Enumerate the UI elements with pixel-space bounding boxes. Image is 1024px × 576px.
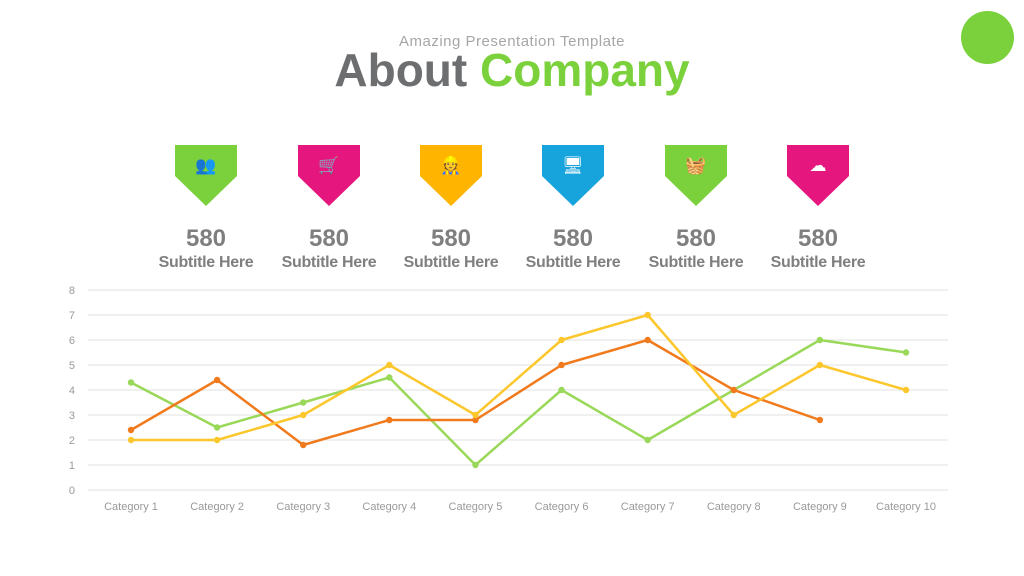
badge-polygon — [787, 145, 849, 206]
stat-subtitle: Subtitle Here — [403, 254, 499, 271]
stat-card: 🖥 580 Subtitle Here — [508, 145, 638, 274]
data-point-series-1 — [127, 379, 135, 386]
shopping-basket-icon: 🧺 — [685, 156, 707, 175]
stat-badge: 🛒 — [298, 145, 360, 206]
y-tick-label: 4 — [69, 385, 75, 397]
stat-badge: ☁ — [787, 145, 849, 206]
x-tick-label: Category 9 — [793, 501, 847, 513]
series-line-2 — [129, 338, 822, 447]
x-tick-label: Category 4 — [362, 501, 416, 513]
stat-subtitle: Subtitle Here — [770, 254, 866, 271]
badge-shape — [665, 145, 727, 206]
data-point-series-1 — [644, 436, 651, 444]
data-point-series-3 — [386, 361, 393, 369]
x-tick-label: Category 3 — [276, 501, 330, 513]
data-point-series-2 — [816, 416, 824, 424]
data-point-series-3 — [472, 411, 479, 419]
stat-subtitle: Subtitle Here — [281, 254, 377, 271]
badge-polygon — [175, 145, 237, 206]
badge-shape — [175, 145, 237, 206]
x-tick-label: Category 7 — [621, 501, 675, 513]
badge-shape — [298, 145, 360, 206]
data-point-series-2 — [730, 386, 737, 394]
stat-value: 580 — [675, 225, 717, 252]
data-point-series-1 — [472, 461, 479, 469]
title-word-about: About — [334, 44, 468, 96]
corner-dot — [961, 11, 1014, 64]
x-tick-label: Category 2 — [190, 501, 244, 513]
stat-badge: 👥 — [175, 145, 237, 206]
stat-card: 👷 580 Subtitle Here — [386, 145, 516, 274]
users-icon: 👥 — [195, 156, 217, 175]
data-point-series-2 — [558, 361, 565, 369]
kicker-text: Amazing Presentation Template — [398, 33, 625, 50]
data-point-series-3 — [644, 311, 651, 319]
stat-value: 580 — [552, 225, 594, 252]
data-point-series-3 — [127, 436, 135, 444]
x-tick-label: Category 10 — [876, 501, 936, 513]
badge-shape — [787, 145, 849, 206]
series-line-3 — [129, 313, 908, 442]
stat-value: 580 — [430, 225, 472, 252]
worker-icon: 👷 — [440, 156, 462, 175]
y-tick-label: 8 — [69, 285, 75, 297]
data-point-series-2 — [472, 416, 479, 424]
data-point-series-2 — [300, 441, 307, 449]
badge-polygon — [542, 145, 604, 206]
y-tick-label: 1 — [69, 460, 75, 472]
badge-polygon — [665, 145, 727, 206]
data-point-series-3 — [300, 411, 307, 419]
stat-card: ☁ 580 Subtitle Here — [753, 145, 883, 274]
y-tick-label: 2 — [69, 435, 75, 447]
stat-badge: 🖥 — [542, 145, 604, 206]
stat-value: 580 — [308, 225, 350, 252]
data-point-series-2 — [127, 426, 135, 434]
series-line-1 — [129, 338, 908, 467]
page-title: About Company — [0, 44, 1024, 96]
title-word-company: Company — [480, 44, 690, 96]
stat-card: 🛒 580 Subtitle Here — [264, 145, 394, 274]
stat-card: 🧺 580 Subtitle Here — [631, 145, 761, 274]
cloud-icon: ☁ — [809, 156, 827, 175]
x-tick-label: Category 6 — [535, 501, 589, 513]
x-tick-label: Category 1 — [104, 501, 158, 513]
badge-polygon — [420, 145, 482, 206]
stat-subtitle: Subtitle Here — [648, 254, 744, 271]
shopping-cart-icon: 🛒 — [318, 156, 340, 175]
stat-subtitle: Subtitle Here — [158, 254, 254, 271]
data-point-series-1 — [300, 399, 307, 406]
badge-polygon — [298, 145, 360, 206]
data-point-series-1 — [386, 374, 393, 381]
data-point-series-1 — [816, 336, 824, 344]
data-point-series-1 — [213, 424, 221, 431]
data-point-series-3 — [213, 436, 221, 444]
stat-subtitle: Subtitle Here — [525, 254, 621, 271]
stat-value: 580 — [797, 225, 839, 252]
data-point-series-3 — [816, 361, 824, 369]
data-point-series-1 — [902, 349, 910, 356]
data-point-series-2 — [386, 416, 393, 424]
x-tick-label: Category 8 — [707, 501, 761, 513]
badge-shape — [542, 145, 604, 206]
badge-shape — [420, 145, 482, 206]
y-tick-label: 3 — [69, 410, 75, 422]
y-tick-label: 6 — [69, 335, 75, 347]
stat-badge: 🧺 — [665, 145, 727, 206]
y-tick-label: 0 — [69, 485, 75, 497]
stat-badge: 👷 — [420, 145, 482, 206]
monitor-code-icon: 🖥 — [562, 156, 584, 175]
data-point-series-3 — [730, 411, 737, 419]
y-tick-label: 7 — [69, 310, 75, 322]
data-point-series-2 — [213, 376, 221, 384]
y-tick-label: 5 — [69, 360, 75, 372]
data-point-series-3 — [902, 386, 910, 394]
data-point-series-1 — [558, 386, 565, 394]
stat-value: 580 — [185, 225, 227, 252]
x-tick-label: Category 5 — [449, 501, 503, 513]
data-point-series-2 — [644, 336, 651, 344]
stat-card: 👥 580 Subtitle Here — [141, 145, 271, 274]
data-point-series-3 — [558, 336, 565, 344]
